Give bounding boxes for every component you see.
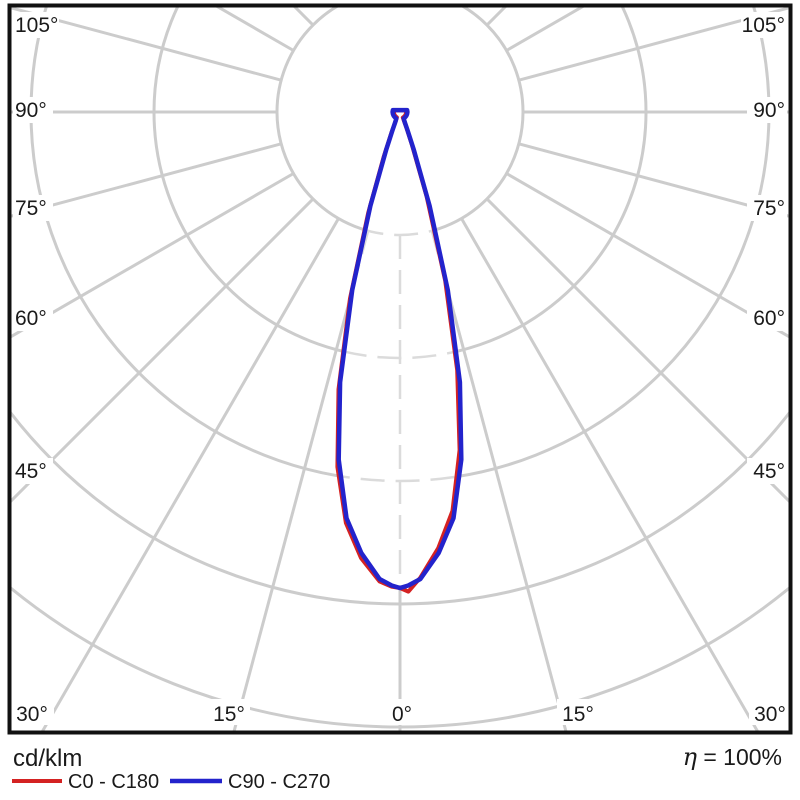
angle-label-left-90: 90° [15,99,47,122]
efficiency-label: η = 100% [683,743,782,771]
radial-grid-line [11,172,295,339]
eta-symbol: η [683,743,698,771]
angle-label-bottom-30r: 30° [754,703,786,726]
angle-label-right-75: 75° [753,197,785,220]
axis-label-backgrounds [12,12,791,725]
angle-label-bottom-15l: 15° [213,703,245,726]
radial-grid-line [485,197,789,504]
radial-grid-line [11,197,315,504]
angle-label-right-45: 45° [753,460,785,483]
chart-footer: cd/klm C0 - C180 C90 - C270 η = 100% [12,743,782,793]
radial-grid-line [518,142,789,218]
radial-grid-line [11,7,282,82]
radial-grid-line [505,172,789,339]
radial-grid-line [11,142,282,218]
angle-label-right-105: 105° [742,14,785,37]
radial-grid-line [460,217,760,732]
legend-label-c90-c270: C90 - C270 [228,771,330,793]
angle-label-bottom-30l: 30° [16,703,48,726]
radial-grid-line [232,230,370,732]
radial-grid-line [40,217,340,732]
angle-label-right-60: 60° [753,307,785,330]
radial-grid-line [507,174,800,697]
curve-c90-c270 [336,107,464,591]
efficiency-value: = 100% [697,744,782,770]
angle-label-left-75: 75° [15,197,47,220]
angle-label-left-105: 105° [15,14,58,37]
radial-grid-line [430,230,568,732]
legend-label-c0-c180: C0 - C180 [68,771,159,793]
angle-label-right-90: 90° [753,99,785,122]
angle-label-bottom-15r: 15° [562,703,594,726]
unit-label: cd/klm [13,745,82,772]
angle-label-bottom-0: 0° [392,703,412,726]
radial-grid-line [0,174,293,697]
radial-grid-line [518,7,789,82]
axis-labels: 105° 90° 75° 60° 45° 105° 90° 75° 60° 45… [15,14,786,726]
angle-label-left-60: 60° [15,307,47,330]
plot-border [7,3,793,735]
angle-label-left-45: 45° [15,460,47,483]
